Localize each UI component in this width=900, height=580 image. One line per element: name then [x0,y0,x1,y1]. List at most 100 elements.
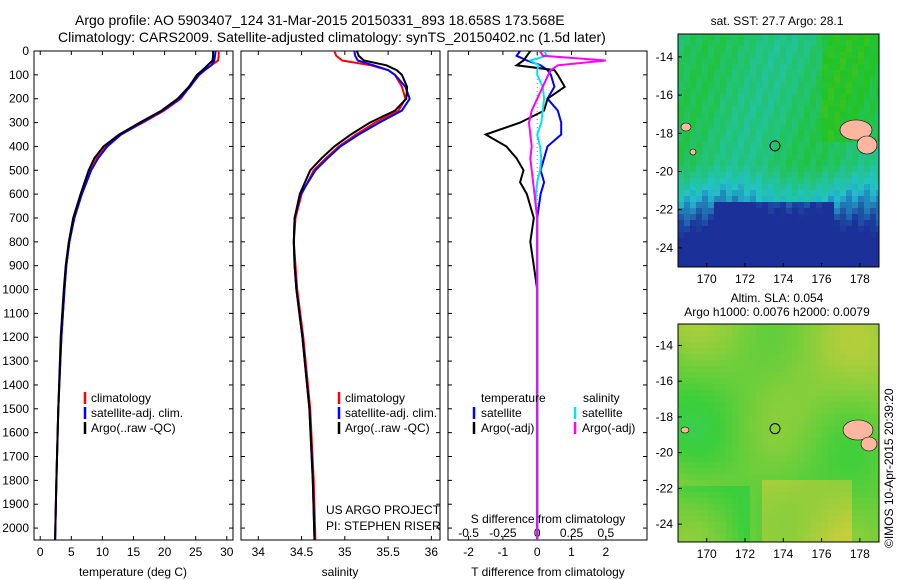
map-cell [864,342,870,348]
map-cell [720,64,726,70]
map-cell [828,534,834,540]
map-cell [750,342,756,348]
map-cell [768,336,774,342]
map-cell [858,82,864,88]
map-cell [810,220,816,226]
map-cell [798,390,804,396]
map-cell [714,262,720,267]
map-cell [804,354,810,360]
map-cell [714,324,720,330]
map-cell [792,94,798,100]
map-cell [678,154,684,160]
map-cell [810,208,816,214]
map-cell [714,420,720,426]
map-cell [714,360,720,366]
map-cell [768,76,774,82]
map-cell [720,112,726,118]
map-cell [852,208,858,214]
map-cell [810,522,816,528]
map-cell [768,330,774,336]
map-cell [696,52,702,58]
map-cell [840,232,846,238]
map-cell [864,172,870,178]
map-cell [828,178,834,184]
map-cell [768,372,774,378]
map-cell [804,504,810,510]
map-cell [768,420,774,426]
depth-tick-label: 2000 [2,521,29,535]
map-cell [714,94,720,100]
map-cell [726,178,732,184]
map-cell [834,522,840,528]
map-cell [822,208,828,214]
map-cell [702,480,708,486]
map-cell [798,34,804,40]
map-cell [834,232,840,238]
map-cell [804,88,810,94]
map-cell [858,378,864,384]
map-cell [780,100,786,106]
map-cell [858,208,864,214]
map-cell [816,498,822,504]
map-cell [714,414,720,420]
map-cell [720,166,726,172]
map-cell [870,220,876,226]
map-cell [834,106,840,112]
map-cell [876,154,879,160]
map-cell [786,336,792,342]
map-cell [846,402,852,408]
map-cell [852,324,858,330]
temperature-xlabel: temperature (deg C) [79,565,187,579]
map-cell [696,238,702,244]
map-cell [786,250,792,256]
map-y-tick-label: -22 [656,481,674,495]
map-cell [768,172,774,178]
map-cell [828,196,834,202]
map-cell [708,232,714,238]
map-cell [750,468,756,474]
map-x-tick-label: 174 [773,272,793,286]
map-cell [780,184,786,190]
legend-temp-satellite: satellite [481,406,522,420]
map-cell [876,516,879,522]
map-field [678,324,879,542]
map-cell [816,336,822,342]
map-cell [810,130,816,136]
map-cell [864,178,870,184]
map-cell [870,366,876,372]
map-cell [798,480,804,486]
map-cell [816,510,822,516]
map-cell [810,474,816,480]
map-cell [690,366,696,372]
map-cell [774,190,780,196]
map-cell [840,190,846,196]
map-cell [756,348,762,354]
map-cell [690,420,696,426]
map-cell [786,468,792,474]
map-cell [786,208,792,214]
map-cell [870,432,876,438]
map-cell [816,148,822,154]
map-cell [816,238,822,244]
t-tick-label: 1 [568,545,575,559]
map-cell [828,438,834,444]
map-cell [756,426,762,432]
map-cell [762,504,768,510]
map-cell [690,516,696,522]
map-cell [858,46,864,52]
map-cell [720,244,726,250]
map-cell [720,154,726,160]
map-cell [780,348,786,354]
map-cell [834,438,840,444]
map-cell [810,76,816,82]
map-cell [708,220,714,226]
map-cell [774,124,780,130]
map-cell [804,450,810,456]
map-cell [750,58,756,64]
map-cell [774,70,780,76]
map-cell [774,262,780,267]
map-cell [804,456,810,462]
map-cell [876,238,879,244]
map-cell [810,540,816,542]
